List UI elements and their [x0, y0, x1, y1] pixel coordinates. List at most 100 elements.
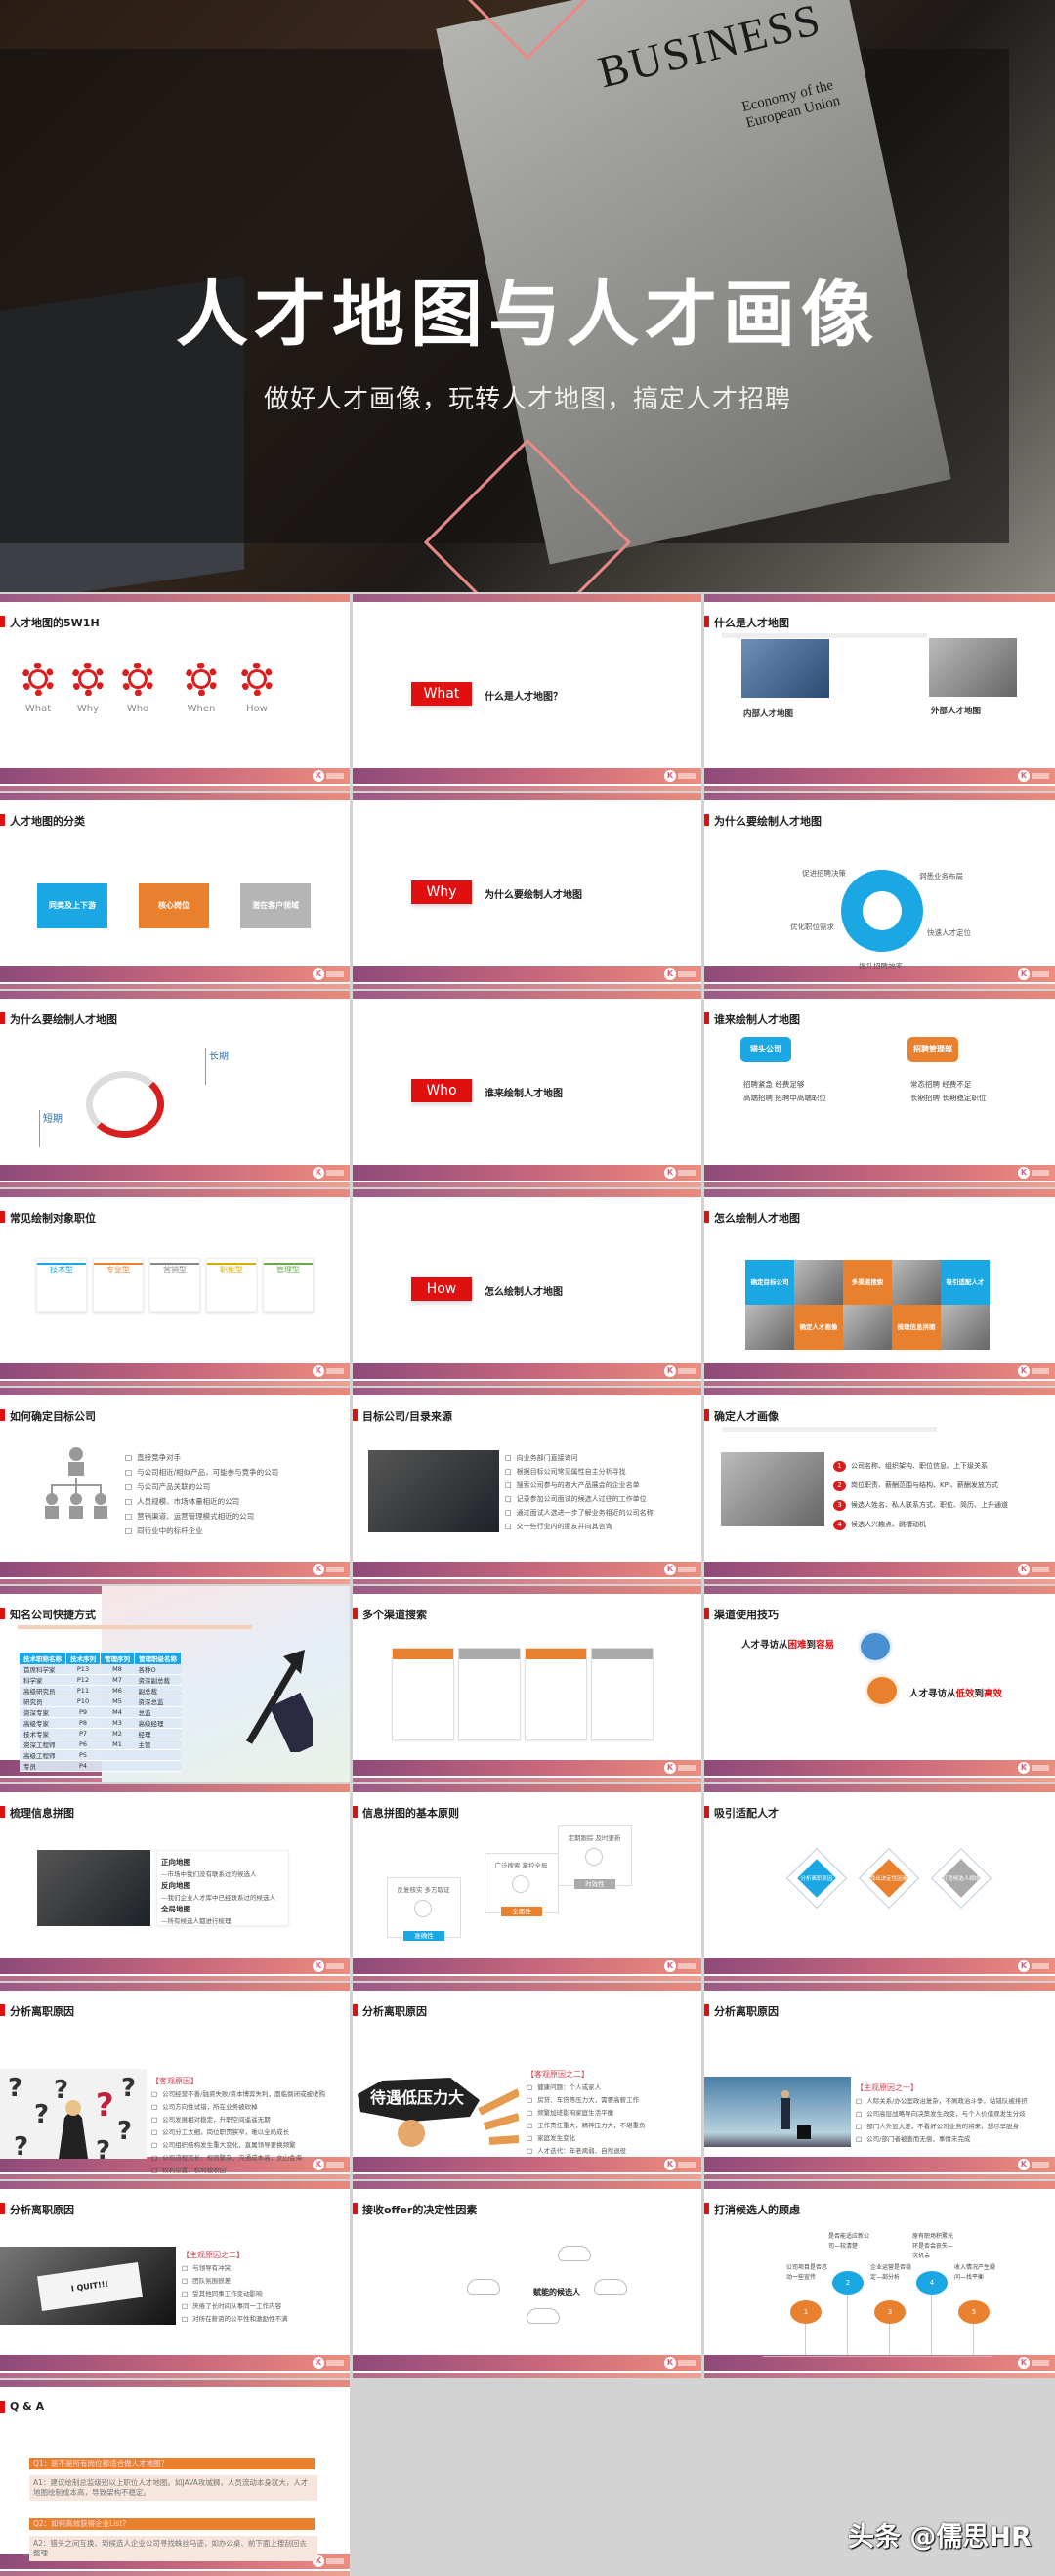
- table-header-row: 技术职称名称 技术序列 管理序列 管理职级名称: [20, 1653, 182, 1664]
- tip-highlight: 困难: [787, 1640, 807, 1651]
- puzzle-photo: [37, 1850, 150, 1926]
- slide-27[interactable]: K 打消候选人的顾虑 1 公司项目是否忽动一些宣传 2 是否能适应新公司—较清楚 3 企业运营…: [704, 2181, 1055, 2378]
- slide-20[interactable]: K 信息拼图的基本原则 反复核实 多方取证 准确性 广泛搜索 掌控全局 全面性 定期跟踪 及…: [353, 1784, 701, 1981]
- slide-footer-strip: [704, 2373, 1055, 2378]
- network-photo: [741, 639, 829, 698]
- slide-footer-strip: [353, 786, 701, 791]
- speech-bubble: 猎头公司: [740, 1037, 791, 1062]
- bullet-item: 公司办公地点发生变化: [151, 2178, 226, 2179]
- title-marker: [0, 2401, 5, 2413]
- brand-logo-text: [326, 2162, 344, 2168]
- step-tile[interactable]: 吸引适配人才: [941, 1260, 990, 1305]
- slide-15[interactable]: K 确定人才画像 1 公司名称、组织架构、职位信息、上下级关系 2 岗位职责、薪酬范围与结…: [704, 1388, 1055, 1584]
- slide-footer-strip: [704, 1976, 1055, 1981]
- watermark: 头条 @儒思HR: [848, 2522, 1032, 2553]
- slide-3[interactable]: K 什么是人才地图 内部人才地图 外部人才地图: [704, 594, 1055, 791]
- cloud-icon: [558, 2246, 591, 2261]
- brand-logo: K: [313, 2159, 324, 2170]
- timeline-stem: [889, 2320, 890, 2355]
- slide-4[interactable]: K 人才地图的分类 同类及上下游 核心岗位 潜在客户领域: [0, 793, 350, 989]
- section-badge: How: [411, 1277, 472, 1301]
- answer-box: A1：建议绘制总监级别以上职位人才地图。如JAVA攻城狮，人员流动本身就大，人才…: [29, 2475, 317, 2501]
- slide-top-strip: [704, 594, 1055, 602]
- cycle-label: 快速人才定位: [927, 928, 971, 937]
- step-tile[interactable]: 梳理信息拼图: [892, 1305, 941, 1350]
- table-cell: 主管: [134, 1739, 182, 1750]
- slide-footer-band: [704, 1363, 1055, 1379]
- table-row: 高级工程师 P5: [20, 1749, 182, 1761]
- slide-8[interactable]: K Who 谁来绘制人才地图: [353, 991, 701, 1187]
- slide-19[interactable]: K 梳理信息拼图 正向地图 —市场中我们没有联系过的候选人 反向地图 —我们企业人才库中已…: [0, 1784, 350, 1981]
- slide-top-strip: [353, 2181, 701, 2189]
- title-marker: [353, 1409, 358, 1421]
- brand-logo-text: [678, 1368, 696, 1374]
- slide-title: 什么是人才地图: [714, 617, 789, 629]
- slide-22[interactable]: K 分析离职原因???????? 【客观原因】公司经营不善/融资失败/资本博弈失利，…: [0, 1983, 350, 2179]
- slide-26[interactable]: K 接收offer的决定性因素 赋能的候选人: [353, 2181, 701, 2378]
- slide-1[interactable]: K 人才地图的5W1H What Why Who When How: [0, 594, 350, 791]
- bullet-item: 公司/部门者被查而无偿，事情未完成: [856, 2134, 970, 2145]
- table-cell: 高级专家: [20, 1717, 66, 1729]
- short-term-label: 短期: [39, 1110, 63, 1147]
- position-card-heading: 专业型: [94, 1263, 143, 1275]
- traveler-photo: [704, 2077, 851, 2147]
- bullet-item: 根据目标公司常见属性自主分析寻找: [505, 1467, 626, 1478]
- slide-24[interactable]: K 分析离职原因【主观原因之一】人际关系/办公室政治复杂，不屑政治斗争，站错队被排…: [704, 1983, 1055, 2179]
- slide-top-strip: [0, 1983, 350, 1991]
- table-cell: 高级研究员: [20, 1685, 66, 1696]
- principle-heading: 反复核实 多方取证: [397, 1886, 450, 1894]
- slide-12[interactable]: K 怎么绘制人才地图 确定目标公司 多渠道搜索 吸引适配人才 确定人才画像 梳理信息拼图: [704, 1189, 1055, 1386]
- brand-logo-text: [326, 1170, 344, 1176]
- section-badge: Why: [411, 880, 472, 904]
- principle-card: 定期跟踪 及时更新 时效性: [558, 1825, 632, 1889]
- table-cell: M4: [100, 1706, 135, 1718]
- brand-logo-text: [1032, 1963, 1049, 1969]
- slide-10[interactable]: K 常见绘制对象职位 技术型 专业型 营销型 职能型 管理型: [0, 1189, 350, 1386]
- table-cell: 经理: [134, 1728, 182, 1739]
- title-marker: [704, 1211, 709, 1223]
- slide-footer-band: [704, 2355, 1055, 2371]
- principle-heading: 广泛搜索 掌控全局: [494, 1862, 548, 1869]
- step-tile[interactable]: 确定目标公司: [745, 1260, 794, 1305]
- slide-16[interactable]: K知名公司快捷方式技术职称名称技术序列管理序列管理职级名称首席科学家P13M8各…: [0, 1586, 350, 1782]
- table-cell: 副总裁: [134, 1685, 182, 1696]
- slide-21[interactable]: K 吸引适配人才 分析离职原因 找出决定性因素 打消候选人顾虑: [704, 1784, 1055, 1981]
- cloud-icon: [594, 2279, 627, 2295]
- bullet-item: 频繁加班影响家庭生活平衡: [527, 2108, 613, 2119]
- bullet-item: 与领导有冲突: [182, 2263, 231, 2274]
- timeline-text: 是否能适应新公司—较清楚: [828, 2233, 870, 2250]
- slide-14[interactable]: K 目标公司/目录来源向业务部门直接询问根据目标公司常见属性自主分析寻找搜索公司参…: [353, 1388, 701, 1584]
- slide-9[interactable]: K 谁来绘制人才地图 猎头公司 招聘紧急 经费足够 高端招聘 招聘中高端职位 招聘管理部常…: [704, 991, 1055, 1187]
- slide-18[interactable]: K 渠道使用技巧 人才寻访从困难到容易 人才寻访从低效到高效: [704, 1586, 1055, 1782]
- principle-tag: 时效性: [574, 1879, 615, 1889]
- slide-2[interactable]: K What 什么是人才地图？: [353, 594, 701, 791]
- slide-top-strip: [353, 793, 701, 800]
- brand-logo: K: [664, 1167, 676, 1179]
- slide-footer-strip: [353, 1182, 701, 1187]
- slide-footer-band: [0, 768, 350, 784]
- brand-logo: K: [664, 2159, 676, 2170]
- table-row: 专员 P4: [20, 1760, 182, 1772]
- brand-logo-text: [326, 2360, 344, 2366]
- step-tile[interactable]: 确定人才画像: [794, 1305, 843, 1350]
- slide-5[interactable]: K Why 为什么要绘制人才地图: [353, 793, 701, 989]
- slide-17[interactable]: K 多个渠道搜索: [353, 1586, 701, 1782]
- brand-logo: K: [1018, 968, 1030, 980]
- step-tile[interactable]: 多渠道搜索: [843, 1260, 892, 1305]
- slide-7[interactable]: K 为什么要绘制人才地图 长期 短期: [0, 991, 350, 1187]
- table-cell: P4: [65, 1760, 101, 1772]
- slide-footer-band: [0, 1363, 350, 1379]
- bullet-item: 受其他同事工作变动影响: [182, 2289, 263, 2299]
- slide-top-strip: [0, 2380, 350, 2387]
- slide-13[interactable]: K 如何确定目标公司直接竞争对手与公司相近/相似产品，可能参与竞争的公司与公司产品…: [0, 1388, 350, 1584]
- brand-logo: K: [313, 1960, 324, 1972]
- slide-title: Q & A: [10, 2400, 45, 2413]
- slide-11[interactable]: K How 怎么绘制人才地图: [353, 1189, 701, 1386]
- slide-title: 目标公司/目录来源: [362, 1410, 453, 1423]
- table-header: 技术序列: [65, 1653, 101, 1664]
- table-cell: 各种O: [134, 1664, 182, 1675]
- slide-6[interactable]: K 为什么要绘制人才地图 促进招聘决策 洞悉业务布局 快速人才定位 提升招聘效率 优化职位需…: [704, 793, 1055, 989]
